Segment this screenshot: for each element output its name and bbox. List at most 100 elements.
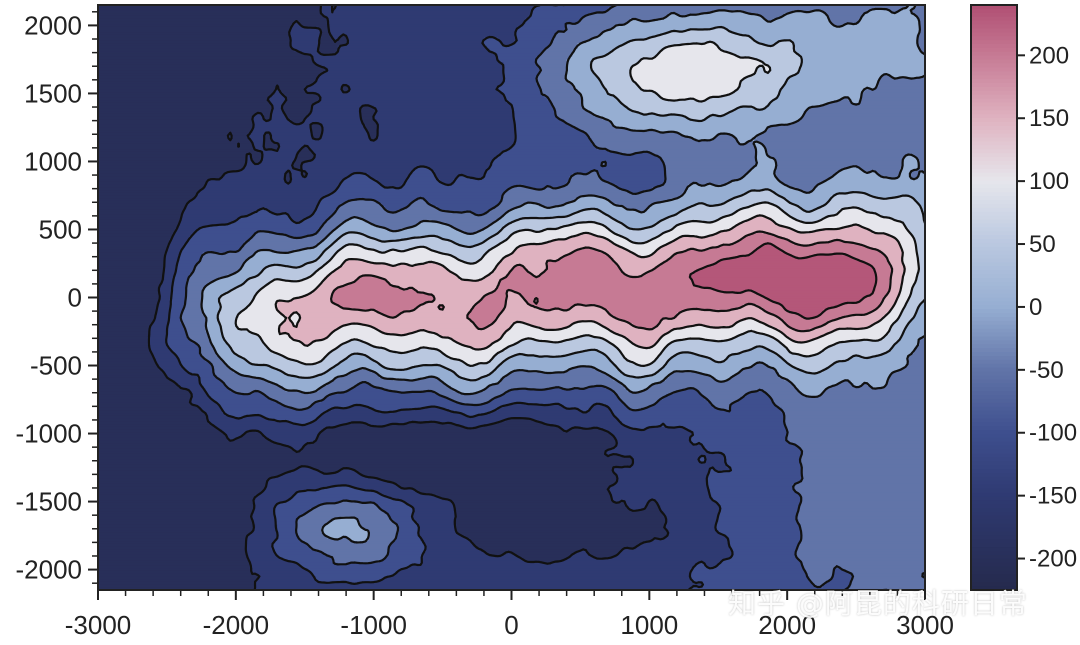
- y-tick-label: 1500: [24, 78, 82, 108]
- colorbar-swatch: [971, 461, 1017, 466]
- colorbar-swatch: [971, 184, 1017, 189]
- colorbar-tick-label: -200: [1029, 546, 1077, 573]
- colorbar-swatch: [971, 192, 1017, 197]
- colorbar-swatch: [971, 515, 1017, 521]
- colorbar-swatch: [971, 24, 1017, 29]
- colorbar-swatch: [971, 457, 1017, 462]
- colorbar-swatch: [971, 63, 1017, 68]
- colorbar-swatch: [971, 161, 1017, 166]
- colorbar-swatch: [971, 320, 1017, 326]
- colorbar-swatch: [971, 363, 1017, 369]
- contour-line-125: [274, 214, 906, 351]
- colorbar-swatch: [971, 110, 1017, 115]
- colorbar-swatch: [971, 430, 1017, 435]
- colorbar-swatch: [971, 508, 1017, 513]
- colorbar-swatch: [971, 5, 1017, 10]
- colorbar-swatch: [971, 94, 1017, 100]
- contour-lines-layer: [147, 5, 925, 590]
- colorbar-swatch: [971, 83, 1017, 88]
- y-tick-label: 500: [39, 214, 82, 244]
- colorbar-swatch: [971, 492, 1017, 497]
- colorbar-swatch: [971, 90, 1017, 96]
- colorbar-tick-label: -50: [1029, 357, 1064, 384]
- colorbar-tick-label: 0: [1029, 294, 1042, 321]
- colorbar-swatch: [971, 473, 1017, 478]
- colorbar-frame: [970, 4, 1018, 591]
- watermark-text: 知乎 @阿昆的科研日常: [728, 587, 1028, 620]
- contour-line-m75: [179, 5, 925, 590]
- colorbar-swatch: [971, 484, 1017, 490]
- colorbar-swatch: [971, 176, 1017, 182]
- colorbar-swatch: [971, 297, 1017, 302]
- colorbar-swatch: [971, 227, 1017, 232]
- colorbar-swatch: [971, 367, 1017, 373]
- colorbar-swatch: [971, 391, 1017, 396]
- colorbar-swatch: [971, 547, 1017, 552]
- colorbar-swatch: [971, 36, 1017, 41]
- colorbar-swatch: [971, 348, 1017, 353]
- colorbar-swatch: [971, 437, 1017, 443]
- colorbar-swatch: [971, 98, 1017, 104]
- colorbar-swatch: [971, 371, 1017, 377]
- colorbar-swatch: [971, 246, 1017, 252]
- y-tick-label: -1500: [16, 487, 83, 517]
- colorbar-swatch: [971, 551, 1017, 556]
- colorbar-swatch: [971, 531, 1017, 536]
- colorbar-swatch: [971, 262, 1017, 267]
- colorbar-swatch: [971, 172, 1017, 178]
- colorbar-swatch: [971, 266, 1017, 271]
- colorbar-swatch: [971, 188, 1017, 193]
- colorbar-swatch: [971, 324, 1017, 330]
- colorbar-swatch: [971, 114, 1017, 119]
- colorbar-swatch: [971, 223, 1017, 228]
- colorbar: -200 -150 -100 -50 0 50 100 150 200: [970, 4, 1077, 591]
- y-tick-label: 2000: [24, 10, 82, 40]
- colorbar-swatch: [971, 379, 1017, 384]
- colorbar-swatch: [971, 562, 1017, 568]
- colorbar-swatch: [971, 395, 1017, 400]
- colorbar-swatch: [971, 293, 1017, 299]
- colorbar-swatch: [971, 504, 1017, 509]
- colorbar-swatch: [971, 274, 1017, 279]
- x-tick-label: 0: [504, 610, 518, 640]
- colorbar-swatch: [971, 200, 1017, 205]
- colorbar-swatch: [971, 242, 1017, 248]
- colorbar-swatch: [971, 55, 1017, 61]
- colorbar-swatch: [971, 235, 1017, 240]
- colorbar-swatch: [971, 289, 1017, 295]
- colorbar-swatch: [971, 570, 1017, 575]
- colorbar-swatch: [971, 496, 1017, 501]
- contour-fill-layer: [98, 5, 925, 590]
- colorbar-swatch: [971, 578, 1017, 583]
- colorbar-swatch: [971, 469, 1017, 474]
- colorbar-swatch: [971, 309, 1017, 314]
- colorbar-swatch: [971, 168, 1017, 174]
- colorbar-swatch: [971, 207, 1017, 213]
- colorbar-swatch: [971, 383, 1017, 388]
- colorbar-swatch: [971, 44, 1017, 49]
- colorbar-swatch: [971, 47, 1017, 53]
- colorbar-tick-label: 150: [1029, 105, 1069, 132]
- colorbar-swatch: [971, 449, 1017, 455]
- colorbar-swatch: [971, 356, 1017, 361]
- contour-line-225: [688, 242, 878, 320]
- y-tick-label: 1000: [24, 146, 82, 176]
- contour-line-175: [330, 230, 894, 333]
- colorbar-swatch: [971, 285, 1017, 291]
- colorbar-swatch: [971, 137, 1017, 143]
- colorbar-swatch: [971, 313, 1017, 318]
- colorbar-swatch: [971, 317, 1017, 322]
- colorbar-swatch: [971, 332, 1017, 338]
- colorbar-swatch: [971, 141, 1017, 146]
- colorbar-swatch: [971, 566, 1017, 572]
- colorbar-swatch: [971, 196, 1017, 201]
- colorbar-swatch: [971, 441, 1017, 447]
- colorbar-tick-label: -150: [1029, 483, 1077, 510]
- colorbar-swatch: [971, 519, 1017, 525]
- colorbar-swatch: [971, 445, 1017, 451]
- colorbar-swatch: [971, 543, 1017, 548]
- colorbar-swatch: [971, 129, 1017, 135]
- colorbar-swatch: [971, 75, 1017, 80]
- colorbar-swatch: [971, 231, 1017, 236]
- colorbar-swatch: [971, 414, 1017, 419]
